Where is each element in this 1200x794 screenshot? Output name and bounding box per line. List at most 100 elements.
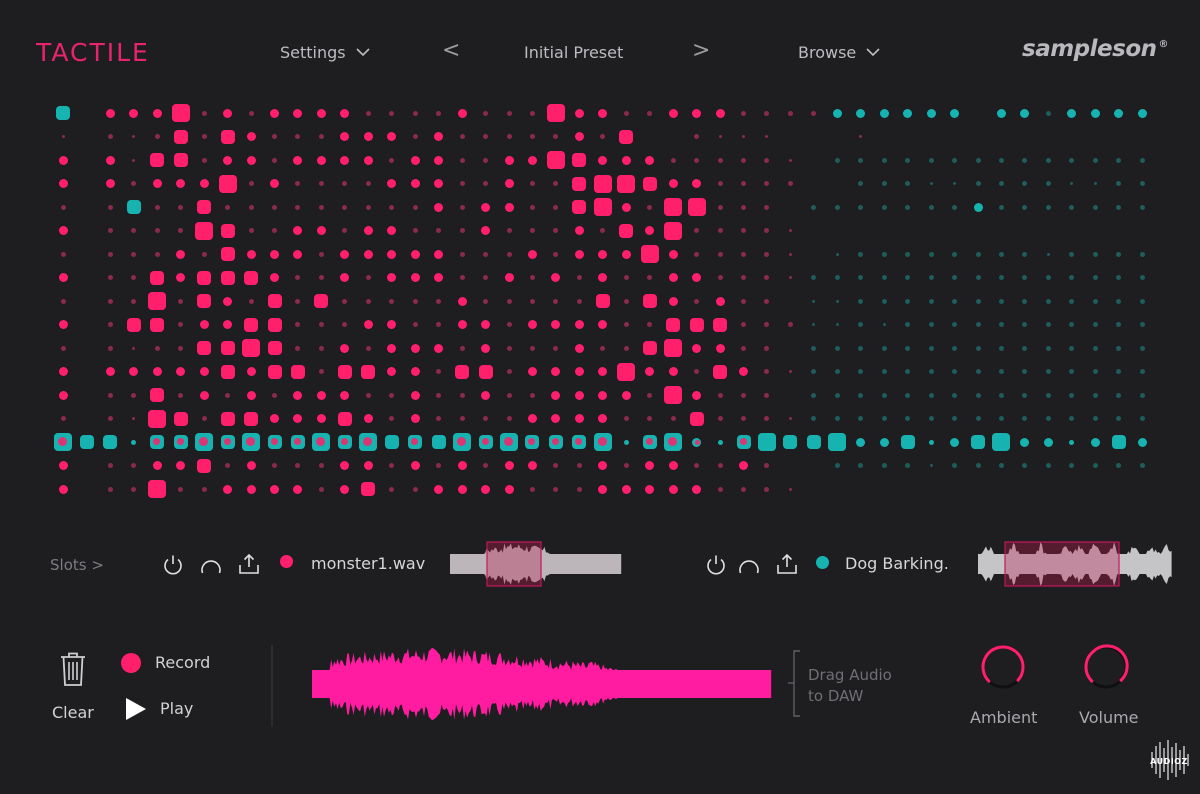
grid-pad[interactable] bbox=[647, 392, 653, 398]
grid-pad[interactable] bbox=[787, 181, 793, 186]
grid-pad[interactable] bbox=[337, 435, 352, 449]
grid-pad[interactable] bbox=[992, 433, 1011, 451]
grid-pad[interactable] bbox=[436, 110, 442, 116]
grid-pad[interactable] bbox=[387, 273, 397, 282]
grid-pad[interactable] bbox=[1022, 369, 1028, 374]
grid-pad[interactable] bbox=[410, 155, 420, 165]
grid-pad[interactable] bbox=[788, 252, 792, 256]
grid-pad[interactable] bbox=[975, 298, 981, 304]
grid-pad[interactable] bbox=[1139, 345, 1145, 351]
grid-pad[interactable] bbox=[764, 392, 770, 398]
grid-pad[interactable] bbox=[529, 298, 535, 304]
grid-pad[interactable] bbox=[459, 134, 465, 139]
grid-pad[interactable] bbox=[811, 275, 817, 280]
grid-pad[interactable] bbox=[201, 157, 207, 163]
grid-pad[interactable] bbox=[835, 252, 839, 256]
grid-pad[interactable] bbox=[1069, 345, 1075, 351]
grid-pad[interactable] bbox=[199, 390, 209, 400]
grid-pad[interactable] bbox=[272, 463, 277, 468]
grid-pad[interactable] bbox=[645, 461, 655, 470]
grid-pad[interactable] bbox=[436, 416, 442, 421]
grid-pad[interactable] bbox=[201, 486, 207, 492]
grid-pad[interactable] bbox=[150, 435, 165, 449]
grid-pad[interactable] bbox=[764, 345, 770, 351]
grid-pad[interactable] bbox=[410, 461, 420, 470]
grid-pad[interactable] bbox=[199, 367, 209, 376]
grid-pad[interactable] bbox=[173, 435, 188, 449]
grid-pad[interactable] bbox=[717, 275, 723, 280]
grid-pad[interactable] bbox=[553, 181, 559, 186]
grid-pad[interactable] bbox=[741, 345, 746, 351]
grid-pad[interactable] bbox=[1116, 204, 1122, 210]
grid-pad[interactable] bbox=[765, 135, 769, 138]
grid-pad[interactable] bbox=[107, 322, 113, 327]
grid-pad[interactable] bbox=[574, 249, 584, 259]
grid-pad[interactable] bbox=[858, 275, 864, 280]
grid-pad[interactable] bbox=[500, 433, 518, 451]
grid-pad[interactable] bbox=[408, 435, 423, 449]
grid-pad[interactable] bbox=[1022, 463, 1028, 468]
grid-pad[interactable] bbox=[1043, 437, 1053, 447]
grid-pad[interactable] bbox=[457, 108, 467, 118]
grid-pad[interactable] bbox=[741, 392, 746, 398]
grid-pad[interactable] bbox=[316, 390, 326, 400]
grid-pad[interactable] bbox=[410, 179, 420, 188]
grid-pad[interactable] bbox=[246, 132, 256, 141]
grid-pad[interactable] bbox=[952, 463, 958, 468]
grid-pad[interactable] bbox=[572, 435, 587, 449]
grid-pad[interactable] bbox=[131, 181, 137, 186]
grid-pad[interactable] bbox=[107, 298, 113, 304]
grid-pad[interactable] bbox=[129, 108, 139, 118]
grid-pad[interactable] bbox=[342, 322, 348, 327]
grid-pad[interactable] bbox=[318, 486, 324, 492]
grid-pad[interactable] bbox=[481, 484, 491, 494]
grid-pad[interactable] bbox=[270, 273, 279, 282]
grid-pad[interactable] bbox=[342, 298, 348, 304]
grid-pad[interactable] bbox=[621, 390, 631, 400]
grid-pad[interactable] bbox=[764, 181, 770, 186]
grid-pad[interactable] bbox=[60, 204, 66, 210]
grid-pad[interactable] bbox=[176, 461, 186, 470]
grid-pad[interactable] bbox=[811, 369, 817, 374]
grid-pad[interactable] bbox=[642, 435, 657, 449]
grid-pad[interactable] bbox=[131, 275, 137, 280]
grid-pad[interactable] bbox=[132, 417, 136, 420]
grid-pad[interactable] bbox=[455, 364, 470, 379]
grid-pad[interactable] bbox=[741, 486, 746, 492]
grid-pad[interactable] bbox=[150, 317, 165, 332]
grid-pad[interactable] bbox=[148, 409, 167, 428]
grid-pad[interactable] bbox=[1045, 157, 1051, 163]
grid-pad[interactable] bbox=[598, 320, 608, 329]
grid-pad[interactable] bbox=[410, 343, 420, 353]
grid-pad[interactable] bbox=[647, 110, 653, 116]
grid-pad[interactable] bbox=[363, 320, 373, 329]
grid-pad[interactable] bbox=[1070, 182, 1074, 185]
grid-pad[interactable] bbox=[640, 245, 659, 263]
grid-pad[interactable] bbox=[527, 414, 537, 423]
grid-pad[interactable] bbox=[694, 298, 700, 304]
grid-pad[interactable] bbox=[668, 461, 678, 470]
grid-pad[interactable] bbox=[365, 275, 371, 280]
grid-pad[interactable] bbox=[340, 484, 350, 494]
grid-pad[interactable] bbox=[1069, 204, 1075, 210]
grid-pad[interactable] bbox=[856, 437, 866, 447]
grid-pad[interactable] bbox=[218, 174, 237, 193]
pad-grid[interactable] bbox=[0, 0, 1200, 520]
grid-pad[interactable] bbox=[1092, 392, 1098, 398]
grid-pad[interactable] bbox=[1090, 108, 1100, 118]
grid-pad[interactable] bbox=[173, 129, 188, 144]
grid-pad[interactable] bbox=[316, 226, 326, 235]
grid-pad[interactable] bbox=[598, 367, 608, 376]
grid-pad[interactable] bbox=[506, 298, 512, 304]
grid-pad[interactable] bbox=[576, 275, 582, 280]
grid-pad[interactable] bbox=[58, 320, 68, 329]
grid-pad[interactable] bbox=[717, 392, 723, 398]
grid-pad[interactable] bbox=[996, 108, 1006, 118]
grid-pad[interactable] bbox=[318, 345, 324, 351]
grid-pad[interactable] bbox=[412, 298, 418, 304]
grid-pad[interactable] bbox=[389, 298, 395, 304]
grid-pad[interactable] bbox=[201, 134, 207, 139]
grid-pad[interactable] bbox=[105, 155, 115, 165]
grid-pad[interactable] bbox=[506, 322, 512, 327]
grid-pad[interactable] bbox=[58, 273, 68, 282]
